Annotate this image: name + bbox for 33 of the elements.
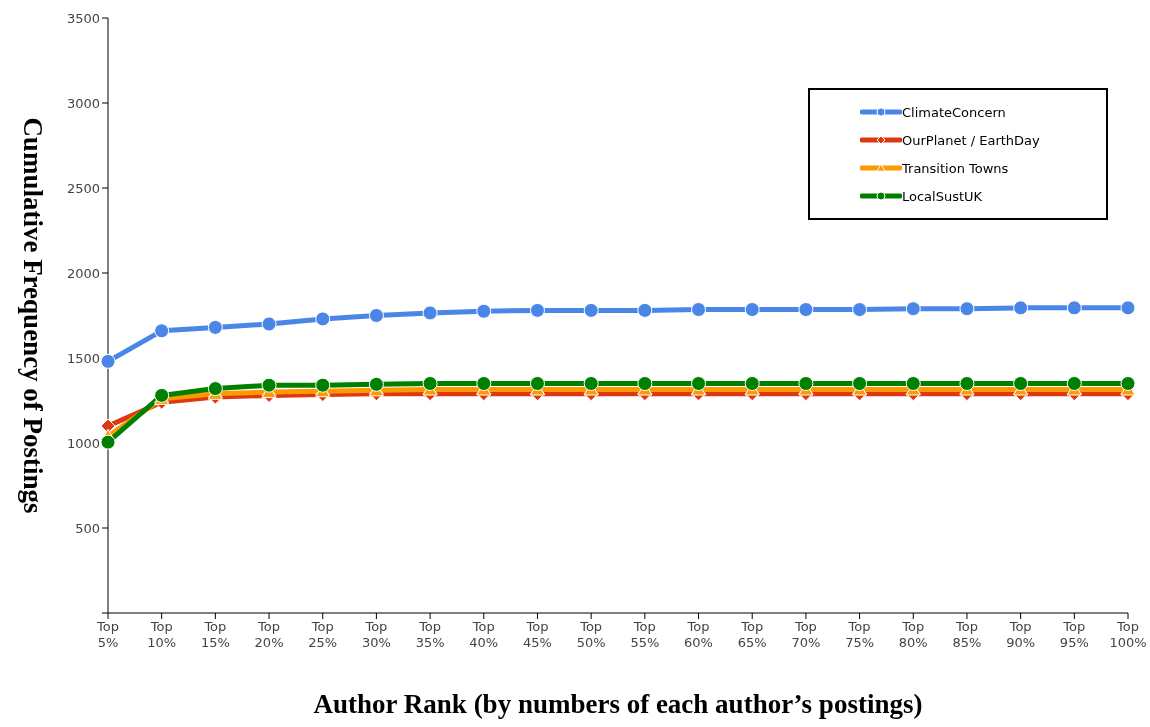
- x-tick-label: Top 65%: [737, 619, 767, 650]
- x-tick-label: Top 40%: [469, 619, 499, 650]
- legend-label: ClimateConcern: [902, 104, 1006, 120]
- legend-label: LocalSustUK: [902, 188, 983, 204]
- x-tick-label: Top 35%: [415, 619, 445, 650]
- x-tick-label: Top 50%: [576, 619, 606, 650]
- x-tick-label: Top 5%: [96, 619, 119, 650]
- y-tick-label: 500: [75, 520, 100, 536]
- x-tick-label: Top 15%: [200, 619, 230, 650]
- legend-label: OurPlanet / EarthDay: [902, 132, 1040, 148]
- x-tick-label: Top 75%: [845, 619, 875, 650]
- x-tick-label: Top 80%: [898, 619, 928, 650]
- x-tick-label: Top 60%: [684, 619, 713, 650]
- x-tick-label: Top 25%: [308, 619, 338, 650]
- y-tick-label: 2000: [66, 265, 100, 281]
- x-tick-label: Top 85%: [952, 619, 982, 650]
- x-tick-label: Top 20%: [254, 619, 284, 650]
- x-tick-label: Top 10%: [147, 619, 177, 650]
- y-tick-label: 1000: [66, 435, 100, 451]
- y-tick-label: 3000: [66, 95, 100, 111]
- x-tick-label: Top 90%: [1006, 619, 1036, 650]
- x-axis-title: Author Rank (by numbers of each author’s postings): [313, 689, 923, 719]
- x-tick-label: Top 95%: [1059, 619, 1089, 650]
- y-tick-label: 1500: [66, 350, 100, 366]
- x-tick-label: Top 70%: [791, 619, 821, 650]
- y-tick-label: 2500: [66, 180, 100, 196]
- x-tick-label: Top 30%: [361, 619, 391, 650]
- x-tick-label: Top 45%: [523, 619, 552, 650]
- y-axis-title: Cumulative Frequency of Postings: [17, 117, 48, 514]
- y-tick-label: 3500: [66, 10, 100, 26]
- legend-label: Transition Towns: [902, 160, 1009, 176]
- x-tick-label: Top 55%: [630, 619, 660, 650]
- x-tick-label: Top 100%: [1109, 619, 1147, 650]
